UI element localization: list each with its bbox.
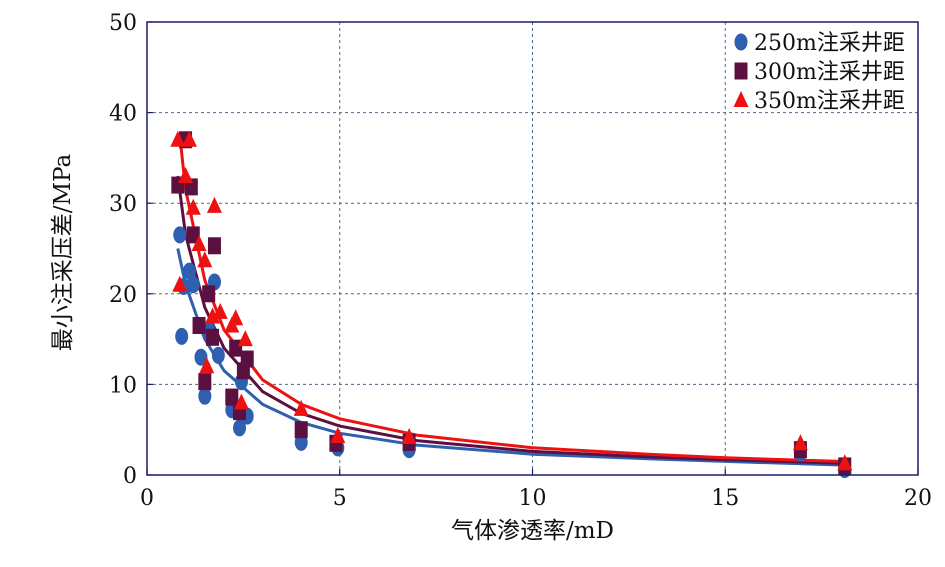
data-point-triangle bbox=[172, 275, 188, 292]
x-tick-label: 20 bbox=[904, 486, 932, 511]
data-point-triangle bbox=[837, 454, 853, 471]
data-point-square bbox=[225, 388, 239, 406]
data-point-square bbox=[192, 317, 206, 335]
data-point-circle bbox=[173, 226, 187, 244]
data-point-triangle bbox=[178, 167, 194, 184]
data-point-triangle bbox=[228, 309, 244, 326]
y-tick-label: 40 bbox=[109, 102, 137, 127]
data-point-triangle bbox=[205, 307, 221, 324]
data-point-triangle bbox=[237, 330, 253, 347]
data-point-square bbox=[186, 226, 200, 244]
x-tick-label: 5 bbox=[333, 486, 347, 511]
axis-ticks: 0 5 10 15 20 0 10 20 30 40 50 bbox=[109, 11, 932, 511]
x-tick-label: 10 bbox=[519, 486, 547, 511]
data-point-square bbox=[240, 350, 254, 368]
data-point-circle bbox=[182, 262, 196, 280]
data-point-triangle bbox=[206, 196, 222, 213]
y-tick-label: 10 bbox=[109, 373, 137, 398]
legend-label: 250m注采井距 bbox=[754, 31, 905, 56]
data-point-triangle bbox=[330, 427, 346, 444]
y-tick-label: 30 bbox=[109, 192, 137, 217]
data-point-triangle bbox=[293, 399, 309, 416]
legend-label: 300m注采井距 bbox=[754, 60, 905, 85]
y-tick-label: 20 bbox=[109, 283, 137, 308]
data-point-triangle bbox=[185, 198, 201, 215]
y-tick-label: 50 bbox=[109, 11, 137, 36]
data-point-square bbox=[202, 285, 216, 303]
data-point-triangle bbox=[197, 251, 213, 268]
data-point-square bbox=[198, 373, 212, 391]
data-point-square bbox=[207, 237, 221, 255]
data-point-circle bbox=[211, 346, 225, 364]
data-point-triangle bbox=[181, 130, 197, 147]
legend-marker bbox=[734, 62, 748, 80]
data-point-triangle bbox=[212, 302, 228, 319]
data-point-triangle bbox=[199, 357, 215, 374]
x-tick-label: 0 bbox=[140, 486, 154, 511]
data-point-circle bbox=[198, 387, 212, 405]
data-points bbox=[170, 130, 853, 479]
legend: 250m注采井距 300m注采井距 350m注采井距 bbox=[733, 31, 905, 114]
data-point-triangle bbox=[191, 234, 207, 251]
data-point-triangle bbox=[233, 393, 249, 410]
legend-label: 350m注采井距 bbox=[754, 89, 905, 114]
legend-marker bbox=[733, 91, 749, 107]
x-tick-label: 15 bbox=[711, 486, 739, 511]
fit-curves bbox=[176, 135, 841, 467]
legend-marker bbox=[734, 33, 748, 51]
x-axis-title: 气体渗透率/mD bbox=[451, 518, 614, 544]
data-point-circle bbox=[233, 419, 247, 437]
data-point-circle bbox=[186, 276, 200, 294]
grid-lines bbox=[147, 22, 918, 475]
data-point-square bbox=[294, 421, 308, 439]
data-point-circle bbox=[194, 348, 208, 366]
y-axis-title: 最小注采压差/MPa bbox=[50, 153, 76, 351]
fit-curve bbox=[176, 175, 841, 465]
data-point-triangle bbox=[792, 434, 808, 451]
data-point-triangle bbox=[401, 427, 417, 444]
data-point-triangle bbox=[170, 130, 186, 147]
y-tick-label: 0 bbox=[123, 464, 137, 489]
fit-curve bbox=[176, 248, 841, 467]
data-point-square bbox=[206, 328, 220, 346]
data-point-circle bbox=[175, 327, 189, 345]
